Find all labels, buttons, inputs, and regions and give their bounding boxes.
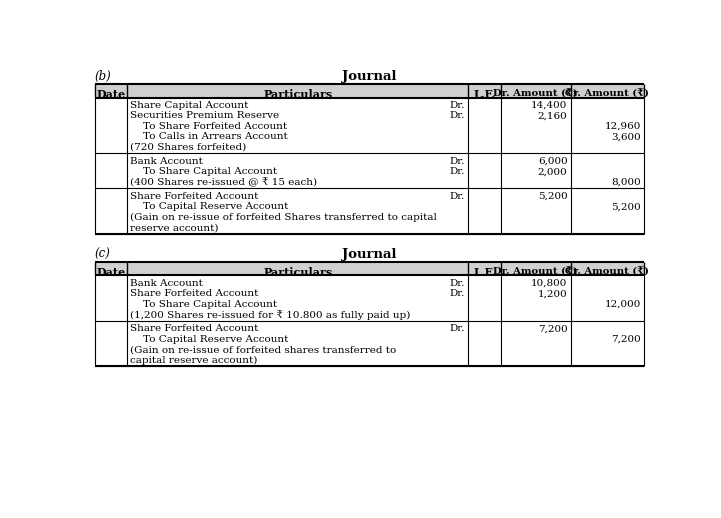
Text: 14,400: 14,400: [531, 101, 567, 110]
Text: To Calls in Arrears Account: To Calls in Arrears Account: [130, 132, 288, 141]
Text: Date: Date: [97, 267, 125, 278]
Text: Particulars: Particulars: [263, 267, 332, 278]
Text: 3,600: 3,600: [611, 132, 641, 141]
Text: 8,000: 8,000: [611, 178, 641, 186]
Text: To Share Capital Account: To Share Capital Account: [130, 167, 277, 176]
Text: Date: Date: [97, 89, 125, 100]
Text: Dr. Amount (₹): Dr. Amount (₹): [493, 89, 578, 98]
Text: Dr.: Dr.: [450, 192, 465, 201]
Text: (400 Shares re-issued @ ₹ 15 each): (400 Shares re-issued @ ₹ 15 each): [130, 178, 317, 187]
Text: L.F.: L.F.: [474, 267, 496, 278]
Text: To Capital Reserve Account: To Capital Reserve Account: [130, 335, 288, 344]
Text: 5,200: 5,200: [538, 192, 567, 201]
Text: 5,200: 5,200: [611, 203, 641, 211]
Text: Securities Premium Reserve: Securities Premium Reserve: [130, 111, 279, 121]
Text: 12,960: 12,960: [605, 122, 641, 131]
Text: Dr.: Dr.: [450, 157, 465, 166]
Text: 2,160: 2,160: [538, 111, 567, 121]
Text: Journal: Journal: [342, 248, 397, 261]
Text: Dr.: Dr.: [450, 167, 465, 176]
Text: Dr.: Dr.: [450, 279, 465, 288]
Text: Share Forfeited Account: Share Forfeited Account: [130, 290, 258, 298]
Text: Dr. Amount (₹): Dr. Amount (₹): [493, 267, 578, 276]
Text: Particulars: Particulars: [263, 89, 332, 100]
Bar: [94, 84, 645, 97]
Text: To Share Capital Account: To Share Capital Account: [130, 300, 277, 309]
Text: Share Capital Account: Share Capital Account: [130, 101, 248, 110]
Text: Cr. Amount (₹): Cr. Amount (₹): [565, 89, 650, 98]
Text: (Gain on re-issue of forfeited Shares transferred to capital: (Gain on re-issue of forfeited Shares tr…: [130, 213, 436, 222]
Text: (b): (b): [94, 70, 112, 83]
Text: Dr.: Dr.: [450, 101, 465, 110]
Text: capital reserve account): capital reserve account): [130, 355, 257, 365]
Text: Bank Account: Bank Account: [130, 157, 203, 166]
Text: Cr. Amount (₹): Cr. Amount (₹): [565, 267, 650, 276]
Text: reserve account): reserve account): [130, 223, 218, 232]
Text: Bank Account: Bank Account: [130, 279, 203, 288]
Text: 12,000: 12,000: [605, 300, 641, 309]
Text: (1,200 Shares re-issued for ₹ 10.800 as fully paid up): (1,200 Shares re-issued for ₹ 10.800 as …: [130, 310, 410, 320]
Text: (Gain on re-issue of forfeited shares transferred to: (Gain on re-issue of forfeited shares tr…: [130, 345, 396, 354]
Text: To Capital Reserve Account: To Capital Reserve Account: [130, 203, 288, 211]
Text: 10,800: 10,800: [531, 279, 567, 288]
Text: Share Forfeited Account: Share Forfeited Account: [130, 324, 258, 334]
Text: 2,000: 2,000: [538, 167, 567, 176]
Text: Journal: Journal: [342, 70, 397, 83]
Text: (c): (c): [94, 248, 110, 261]
Text: (720 Shares forfeited): (720 Shares forfeited): [130, 142, 246, 152]
Text: Dr.: Dr.: [450, 111, 465, 121]
Bar: [94, 262, 645, 276]
Text: Dr.: Dr.: [450, 290, 465, 298]
Text: To Share Forfeited Account: To Share Forfeited Account: [130, 122, 287, 131]
Text: L.F.: L.F.: [474, 89, 496, 100]
Text: 7,200: 7,200: [611, 335, 641, 344]
Text: Share Forfeited Account: Share Forfeited Account: [130, 192, 258, 201]
Text: 1,200: 1,200: [538, 290, 567, 298]
Text: 7,200: 7,200: [538, 324, 567, 334]
Text: Dr.: Dr.: [450, 324, 465, 334]
Text: 6,000: 6,000: [538, 157, 567, 166]
